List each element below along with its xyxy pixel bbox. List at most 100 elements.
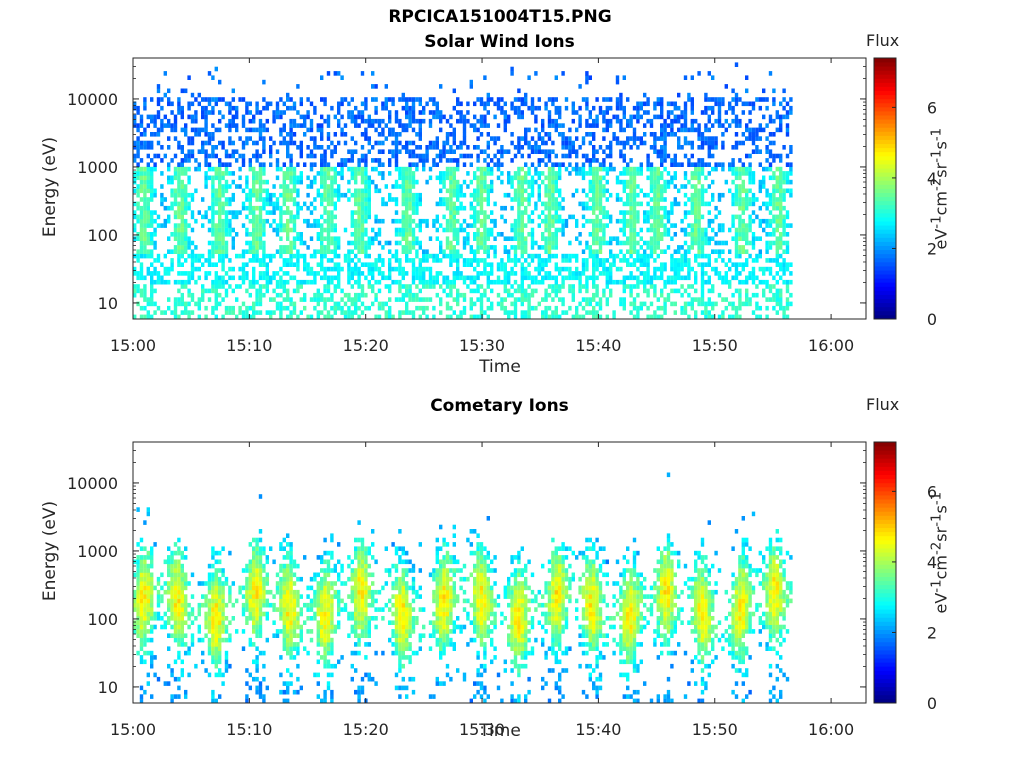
spectrogram-cell	[224, 253, 229, 259]
spectrogram-cell	[598, 145, 603, 150]
spectrogram-cell	[751, 192, 756, 198]
spectrogram-cell	[184, 232, 188, 237]
spectrogram-cell	[428, 175, 433, 181]
spectrogram-cell	[415, 236, 419, 241]
spectrogram-cell	[690, 127, 694, 133]
spectrogram-cell	[558, 314, 562, 320]
spectrogram-cell	[170, 205, 174, 211]
spectrogram-cell	[258, 110, 263, 115]
spectrogram-cell	[500, 266, 504, 272]
spectrogram-cell	[330, 188, 334, 194]
spectrogram-cell	[517, 88, 521, 94]
spectrogram-cell	[374, 258, 378, 263]
spectrogram-cell	[660, 105, 664, 111]
spectrogram-cell	[265, 188, 269, 194]
spectrogram-cell	[146, 301, 150, 307]
spectrogram-cell	[745, 123, 749, 128]
spectrogram-cell	[547, 210, 552, 215]
spectrogram-cell	[160, 262, 164, 267]
spectrogram-cell	[785, 210, 790, 215]
x-tick-label: 16:00	[808, 336, 854, 355]
spectrogram-cell	[360, 271, 365, 276]
spectrogram-cell	[517, 218, 521, 224]
spectrogram-cell	[728, 249, 732, 254]
spectrogram-cell	[337, 279, 341, 285]
spectrogram-cell	[231, 105, 235, 111]
spectrogram-cell	[153, 192, 157, 198]
spectrogram-cell	[394, 197, 399, 202]
spectrogram-cell	[320, 162, 324, 167]
spectrogram-cell	[646, 218, 650, 224]
spectrogram-cell	[520, 114, 524, 120]
spectrogram-cell	[626, 184, 630, 189]
spectrogram-cell	[592, 314, 596, 320]
spectrogram-cell	[738, 197, 742, 202]
spectrogram-cell	[320, 179, 324, 185]
spectrogram-cell	[320, 192, 324, 198]
spectrogram-cell	[632, 210, 637, 215]
spectrogram-cell	[598, 188, 603, 194]
spectrogram-cell	[411, 118, 416, 124]
spectrogram-cell	[568, 171, 572, 176]
spectrogram-cell	[286, 297, 290, 302]
spectrogram-cell	[758, 305, 762, 311]
spectrogram-cell	[619, 179, 623, 185]
spectrogram-cell	[303, 114, 307, 120]
spectrogram-cell	[177, 249, 181, 254]
spectrogram-cell	[388, 314, 392, 320]
spectrogram-cell	[711, 179, 715, 185]
spectrogram-cell	[221, 266, 225, 272]
spectrogram-cell	[228, 305, 232, 311]
x-tick-label: 15:30	[459, 336, 505, 355]
spectrogram-cell	[326, 197, 331, 202]
spectrogram-cell	[748, 118, 752, 124]
spectrogram-cell	[180, 145, 184, 150]
spectrogram-cell	[547, 171, 552, 176]
spectrogram-cell	[184, 171, 188, 176]
spectrogram-cell	[224, 279, 229, 285]
spectrogram-cell	[381, 105, 385, 111]
spectrogram-cell	[622, 184, 626, 189]
spectrogram-cell	[136, 214, 140, 220]
spectrogram-cell	[459, 292, 463, 298]
spectrogram-cell	[177, 188, 181, 194]
spectrogram-cell	[717, 249, 722, 254]
spectrogram-cell	[700, 136, 705, 141]
spectrogram-cell	[320, 227, 324, 233]
spectrogram-cell	[724, 279, 728, 285]
spectrogram-cell	[136, 153, 140, 159]
spectrogram-cell	[663, 266, 667, 272]
spectrogram-cell	[180, 284, 184, 289]
spectrogram-cell	[289, 227, 293, 233]
spectrogram-cell	[503, 275, 507, 281]
spectrogram-cell	[139, 205, 144, 211]
spectrogram-cell	[282, 188, 286, 194]
spectrogram-cell	[401, 97, 405, 102]
spectrogram-cell	[180, 301, 184, 307]
spectrogram-cell	[517, 197, 521, 202]
spectrogram-cell	[190, 292, 195, 298]
spectrogram-cell	[541, 118, 545, 124]
spectrogram-cell	[275, 284, 280, 289]
spectrogram-cell	[357, 227, 361, 233]
spectrogram-cell	[551, 192, 555, 198]
spectrogram-cell	[350, 214, 354, 220]
spectrogram-cell	[632, 140, 637, 146]
spectrogram-cell	[139, 271, 144, 276]
spectrogram-cell	[517, 284, 521, 289]
spectrogram-cell	[177, 301, 181, 307]
spectrogram-cell	[738, 171, 742, 176]
spectrogram-cell	[218, 110, 222, 115]
spectrogram-cell	[544, 271, 548, 276]
spectrogram-cell	[578, 84, 582, 89]
spectrogram-cell	[605, 214, 609, 220]
spectrogram-cell	[670, 279, 674, 285]
spectrogram-cell	[221, 284, 225, 289]
spectrogram-cell	[585, 101, 589, 107]
spectrogram-cell	[656, 97, 660, 102]
spectrogram-cell	[418, 136, 422, 141]
spectrogram-cell	[214, 153, 218, 159]
spectrogram-cell	[415, 197, 419, 202]
spectrogram-cell	[326, 114, 331, 120]
spectrogram-cell	[170, 249, 174, 254]
